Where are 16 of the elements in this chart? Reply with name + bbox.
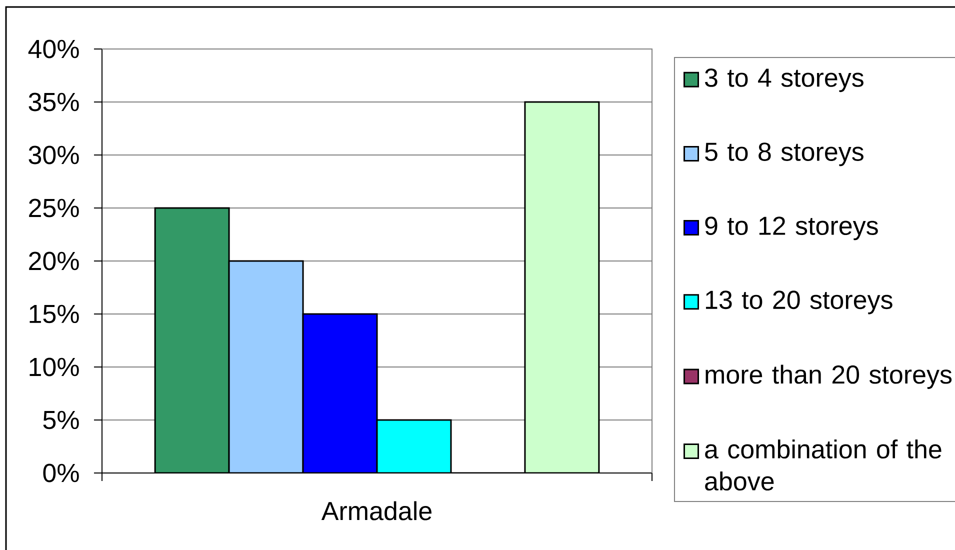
legend-label: 13 to 20 storeys [706,290,892,314]
legend-label: a combination of the above [705,439,942,491]
y-tick-label: 20% [29,252,79,270]
y-tick-label: 0% [43,464,79,482]
y-tick-label: 25% [29,198,79,218]
y-tick-label: 10% [30,358,79,376]
legend-label: 9 to 12 storeys [705,216,878,240]
y-tick-label: 30% [28,146,79,164]
y-tick-label: 5% [43,410,79,430]
x-tick-label: Armadale [321,501,432,520]
legend-label: 3 to 4 storeys [704,68,864,92]
y-tick-label: 35% [28,92,79,112]
legend-label: more than 20 storeys [706,364,952,389]
legend-label: 5 to 8 storeys [705,142,864,166]
y-tick-label: 40% [28,40,79,58]
y-tick-label: 15% [30,304,79,324]
